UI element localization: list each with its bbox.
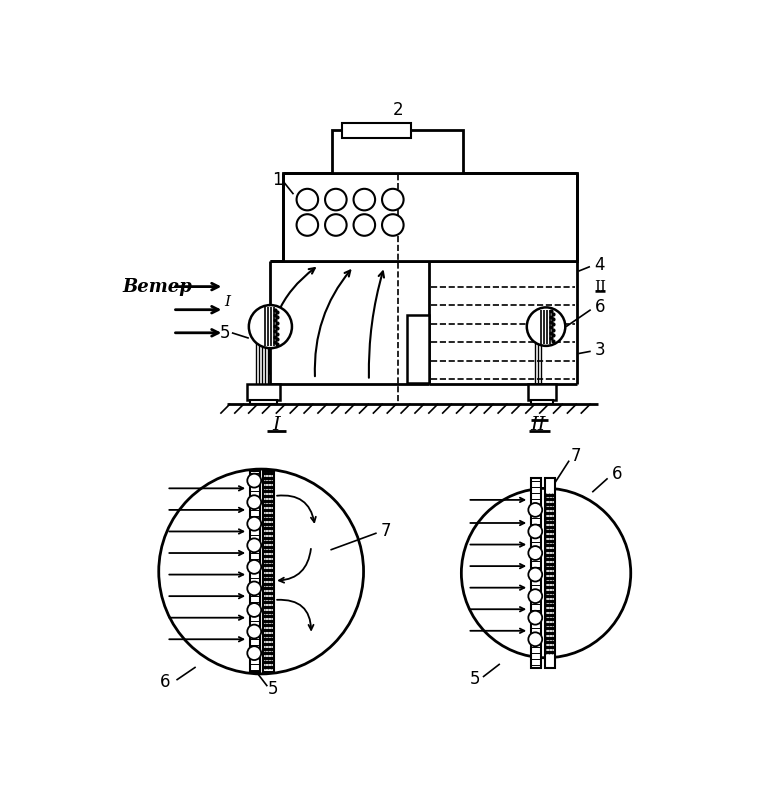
Circle shape — [247, 582, 261, 595]
Bar — [264, 471, 275, 673]
FancyArrowPatch shape — [369, 272, 384, 378]
Circle shape — [325, 189, 346, 210]
Bar — [332, 130, 463, 173]
Text: 6: 6 — [612, 465, 622, 484]
Circle shape — [159, 469, 363, 674]
Circle shape — [247, 560, 261, 574]
Bar — [282, 173, 577, 261]
Text: 6: 6 — [594, 298, 605, 316]
Circle shape — [325, 214, 346, 236]
Circle shape — [247, 539, 261, 552]
Text: Ветер: Ветер — [122, 277, 193, 296]
Circle shape — [528, 611, 542, 625]
Circle shape — [528, 567, 542, 582]
FancyArrowPatch shape — [279, 549, 311, 583]
Bar — [407, 315, 429, 383]
Circle shape — [526, 308, 566, 346]
Text: 7: 7 — [571, 447, 581, 465]
FancyArrowPatch shape — [315, 270, 350, 376]
Text: 5: 5 — [220, 324, 230, 342]
Circle shape — [528, 546, 542, 560]
Bar — [528, 384, 556, 400]
Text: II: II — [594, 280, 607, 293]
Text: 1: 1 — [272, 171, 282, 190]
Circle shape — [247, 516, 261, 531]
FancyArrowPatch shape — [269, 268, 315, 374]
Circle shape — [528, 632, 542, 646]
Circle shape — [353, 214, 375, 236]
Text: 5: 5 — [268, 680, 278, 697]
Circle shape — [296, 214, 318, 236]
FancyArrowPatch shape — [277, 600, 314, 630]
Circle shape — [461, 489, 631, 658]
Bar — [250, 400, 277, 403]
Text: II: II — [530, 416, 546, 434]
Circle shape — [247, 625, 261, 638]
Bar — [250, 471, 260, 673]
FancyArrowPatch shape — [277, 496, 316, 522]
Circle shape — [382, 214, 403, 236]
Circle shape — [296, 189, 318, 210]
Text: 2: 2 — [393, 100, 403, 119]
Circle shape — [528, 503, 542, 516]
Circle shape — [382, 189, 403, 210]
Circle shape — [247, 603, 261, 617]
Circle shape — [247, 495, 261, 509]
Text: I: I — [273, 416, 281, 434]
Circle shape — [247, 473, 261, 488]
Text: 7: 7 — [381, 522, 391, 540]
Bar — [530, 478, 541, 668]
Text: 4: 4 — [594, 256, 604, 274]
Bar — [544, 478, 555, 668]
Text: 5: 5 — [470, 670, 480, 689]
Bar — [247, 384, 279, 400]
Circle shape — [249, 305, 292, 348]
Text: I: I — [225, 295, 230, 309]
Bar — [342, 123, 411, 138]
Circle shape — [247, 646, 261, 660]
Bar — [531, 400, 553, 403]
Text: 6: 6 — [160, 673, 170, 691]
Circle shape — [528, 524, 542, 539]
Text: 3: 3 — [594, 341, 605, 359]
Circle shape — [528, 589, 542, 603]
Circle shape — [353, 189, 375, 210]
